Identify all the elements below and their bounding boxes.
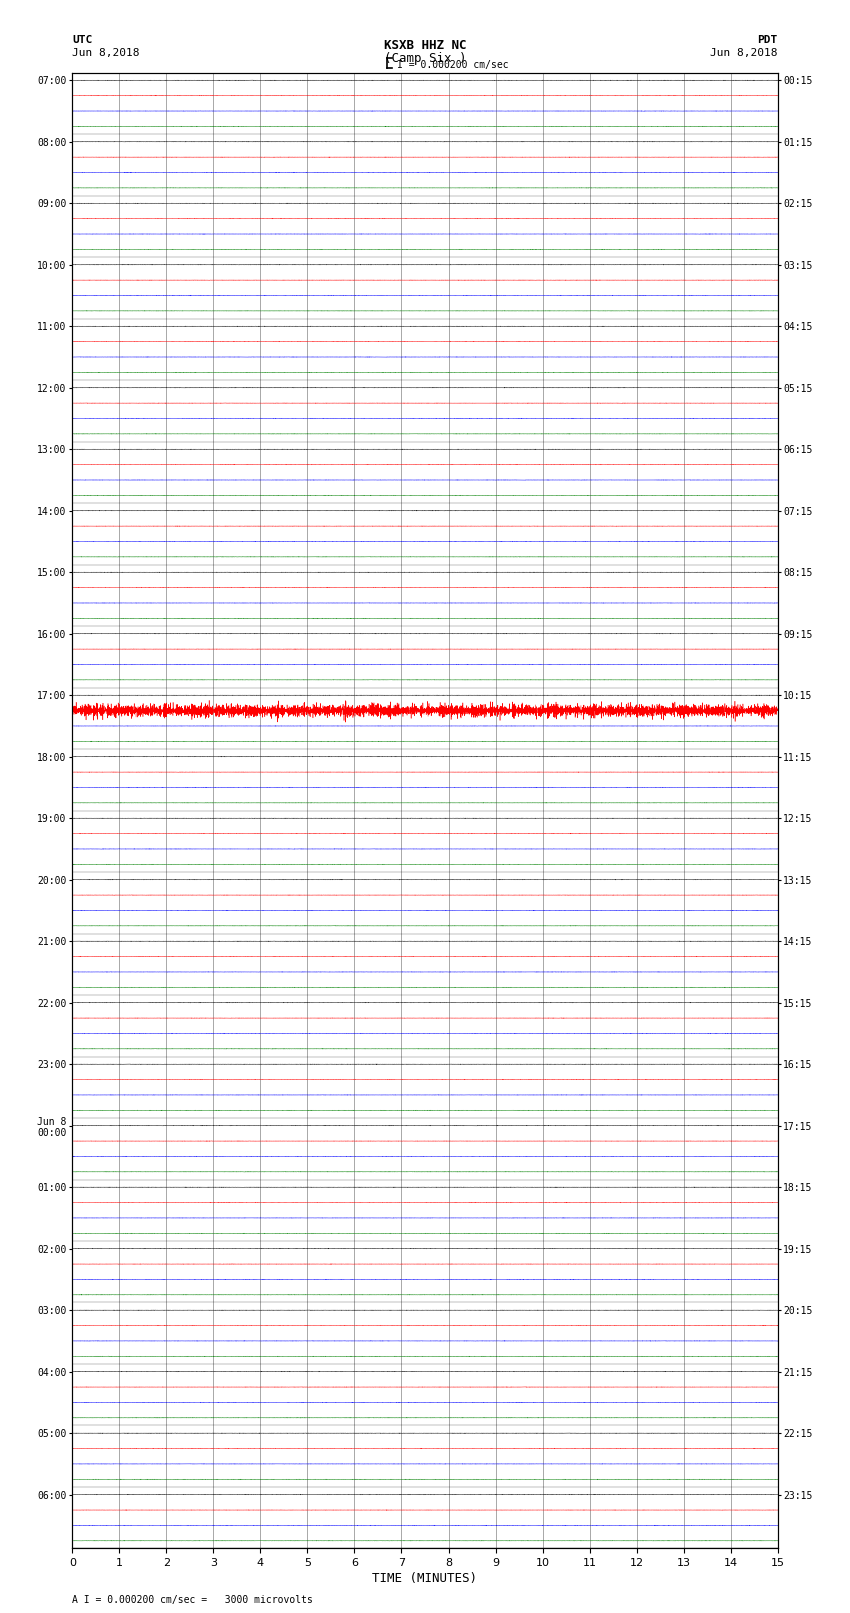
Text: UTC: UTC (72, 35, 93, 45)
Text: Jun 8,2018: Jun 8,2018 (72, 48, 139, 58)
Text: I = 0.000200 cm/sec: I = 0.000200 cm/sec (397, 60, 508, 69)
Text: (Camp Six ): (Camp Six ) (383, 52, 467, 65)
Text: A I = 0.000200 cm/sec =   3000 microvolts: A I = 0.000200 cm/sec = 3000 microvolts (72, 1595, 313, 1605)
Text: KSXB HHZ NC: KSXB HHZ NC (383, 39, 467, 52)
Text: PDT: PDT (757, 35, 778, 45)
Text: Jun 8,2018: Jun 8,2018 (711, 48, 778, 58)
X-axis label: TIME (MINUTES): TIME (MINUTES) (372, 1573, 478, 1586)
